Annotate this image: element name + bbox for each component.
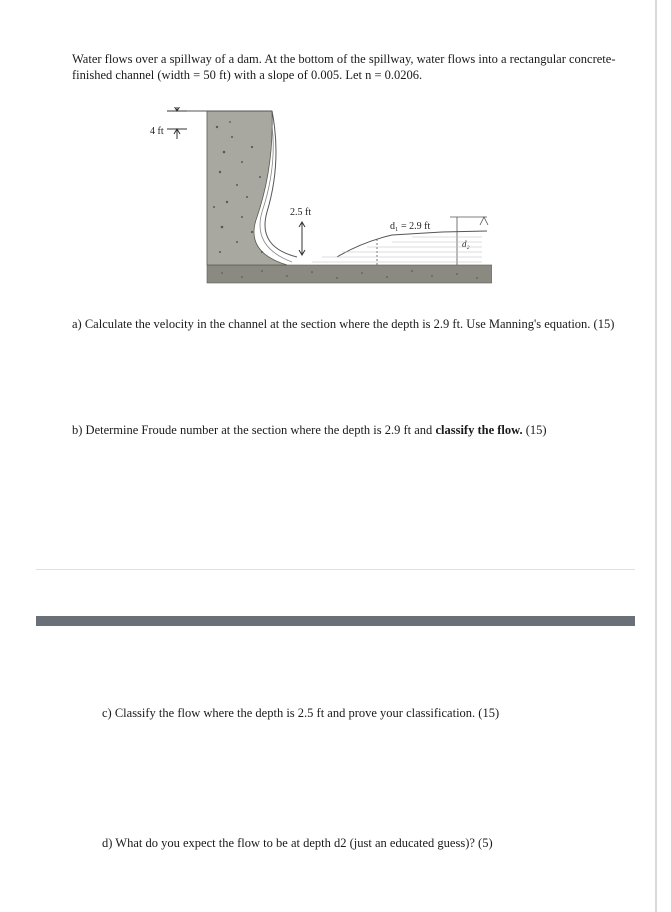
- depth-2p5-arrow: [299, 222, 305, 255]
- question-a: a) Calculate the velocity in the channel…: [72, 317, 631, 333]
- label-d1: d₁ = 2.9 ft: [390, 221, 430, 232]
- depth-4ft-marker: [167, 107, 187, 139]
- spillway-svg: 4 ft 2.5 ft d₁ = 2.9 ft d₂: [112, 107, 492, 297]
- page-right-edge: [655, 0, 657, 912]
- free-surface-symbol: [480, 217, 488, 225]
- question-b-suffix: (15): [523, 423, 547, 437]
- question-b-bold: classify the flow.: [435, 423, 522, 437]
- page: Water flows over a spillway of a dam. At…: [0, 0, 671, 912]
- label-2p5ft: 2.5 ft: [290, 207, 311, 218]
- question-d: d) What do you expect the flow to be at …: [102, 836, 631, 852]
- label-4ft: 4 ft: [150, 126, 164, 137]
- thin-divider: [36, 569, 635, 570]
- spillway-figure: 4 ft 2.5 ft d₁ = 2.9 ft d₂: [112, 107, 492, 297]
- label-d2: d₂: [462, 239, 470, 249]
- thick-divider: [36, 616, 635, 626]
- question-b: b) Determine Froude number at the sectio…: [72, 423, 631, 439]
- problem-statement: Water flows over a spillway of a dam. At…: [72, 52, 631, 83]
- water-hatch: [312, 237, 482, 262]
- question-c: c) Classify the flow where the depth is …: [102, 706, 631, 722]
- section-bottom: c) Classify the flow where the depth is …: [0, 626, 671, 912]
- question-b-prefix: b) Determine Froude number at the sectio…: [72, 423, 435, 437]
- section-top: Water flows over a spillway of a dam. At…: [0, 0, 671, 569]
- channel-bed: [207, 265, 492, 283]
